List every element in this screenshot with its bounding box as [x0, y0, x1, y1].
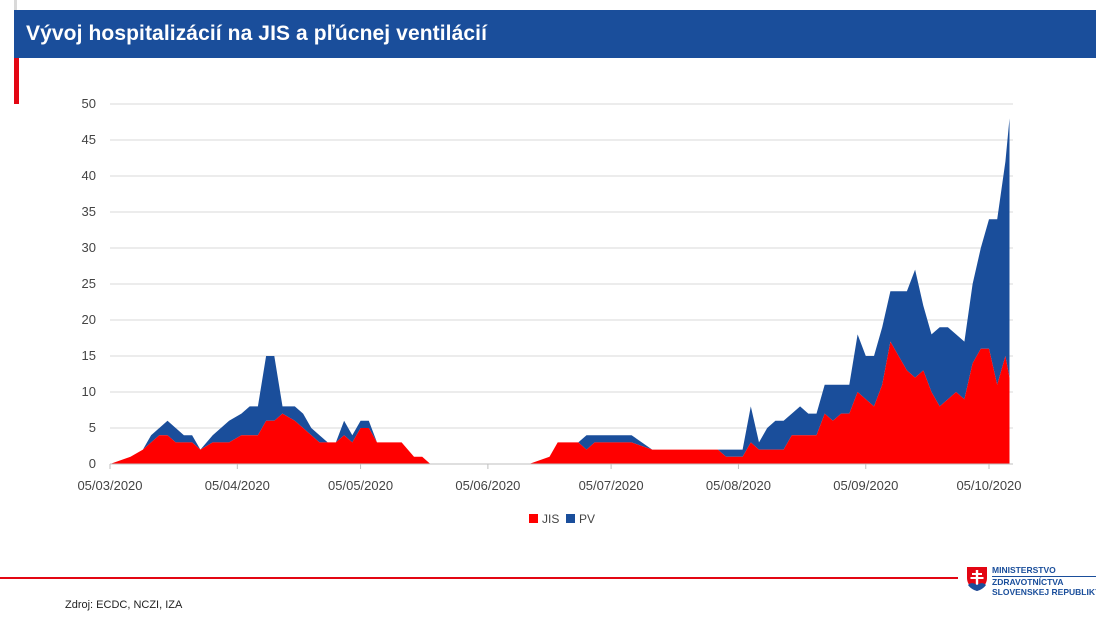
- series-jis-area: [110, 341, 1010, 464]
- source-note: Zdroj: ECDC, NCZI, IZA: [65, 599, 183, 611]
- x-tick-label: 05/10/2020: [956, 478, 1021, 493]
- logo-line-1: MINISTERSTVO: [992, 565, 1056, 575]
- x-tick-label: 05/03/2020: [77, 478, 142, 493]
- accent-mark: [14, 58, 19, 104]
- x-tick-label: 05/06/2020: [455, 478, 520, 493]
- y-tick-label: 25: [82, 276, 96, 291]
- x-tick-label: 05/09/2020: [833, 478, 898, 493]
- y-tick-label: 15: [82, 348, 96, 363]
- y-tick-label: 0: [89, 456, 96, 471]
- y-tick-label: 35: [82, 204, 96, 219]
- page-title: Vývoj hospitalizácií na JIS a pľúcnej ve…: [26, 22, 488, 45]
- y-tick-label: 20: [82, 312, 96, 327]
- y-tick-label: 30: [82, 240, 96, 255]
- y-tick-label: 50: [82, 96, 96, 111]
- top-divider: [14, 0, 17, 10]
- x-tick-label: 05/04/2020: [205, 478, 270, 493]
- legend-label-pv: PV: [579, 512, 595, 526]
- footer-divider: [0, 577, 958, 579]
- y-tick-label: 5: [89, 420, 96, 435]
- legend-swatch-jis: [529, 514, 538, 523]
- coat-of-arms-icon: [967, 567, 987, 591]
- header-bar: Vývoj hospitalizácií na JIS a pľúcnej ve…: [14, 10, 1096, 58]
- y-tick-label: 10: [82, 384, 96, 399]
- hospitalization-area-chart: 0 5 10 15 20 25 30 35 40 45 50 05/03/2020 05/04/2020…: [77, 96, 1021, 526]
- logo-line-3: SLOVENSKEJ REPUBLIKY: [992, 587, 1096, 597]
- ministry-logo: MINISTERSTVO ZDRAVOTNÍCTVA SLOVENSKEJ RE…: [966, 564, 1096, 604]
- x-tick-label: 05/08/2020: [706, 478, 771, 493]
- legend-label-jis: JIS: [542, 512, 559, 526]
- legend-swatch-pv: [566, 514, 575, 523]
- x-tick-label: 05/07/2020: [579, 478, 644, 493]
- logo-line-2: ZDRAVOTNÍCTVA: [992, 576, 1096, 587]
- y-tick-label: 45: [82, 132, 96, 147]
- y-tick-label: 40: [82, 168, 96, 183]
- x-tick-label: 05/05/2020: [328, 478, 393, 493]
